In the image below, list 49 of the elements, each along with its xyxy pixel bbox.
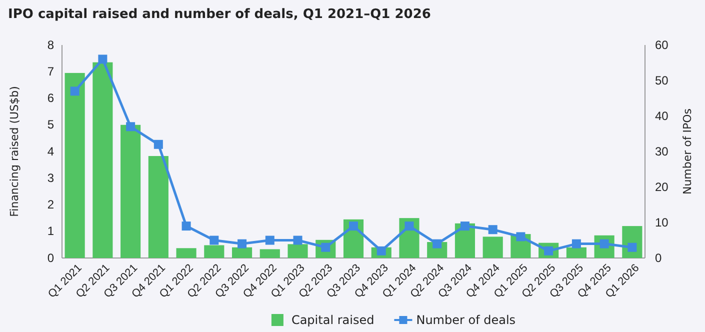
bar [64,72,85,258]
y2-tick-label: 30 [655,144,669,158]
point [238,239,247,248]
y-tick-label: 2 [47,198,54,212]
point [516,232,526,242]
legend-label: Capital raised [291,313,374,328]
y2-axis-title: Number of IPOs [681,108,694,195]
point [154,140,163,149]
y-tick-label: 1 [47,224,54,238]
point [70,86,80,96]
point [126,122,136,132]
y2-tick-label: 20 [655,180,669,194]
chart-title: IPO capital raised and number of deals, Q1 2021–Q1 2026 [8,7,431,22]
point [210,236,219,245]
bar [148,156,168,258]
y2-tick-label: 60 [655,38,669,52]
bar [482,236,503,258]
y-tick-label: 5 [47,118,54,132]
point [265,236,274,245]
y2-tick-label: 50 [655,73,669,88]
point [628,242,637,252]
point [182,222,191,231]
point [349,222,358,231]
y-tick-label: 7 [47,64,54,78]
y-tick-label: 6 [47,91,54,106]
y2-tick-label: 40 [655,108,669,123]
bar [288,244,308,258]
y-tick-label: 3 [47,170,54,185]
bar [120,124,141,258]
point [488,225,498,234]
bar [232,247,252,258]
point [98,54,108,64]
point [293,236,302,245]
point [432,239,442,248]
point [460,222,470,231]
y-tick-label: 8 [47,38,54,52]
y-axis-title: Financing raised (US$b) [8,86,21,217]
y2-tick-label: 10 [655,215,669,230]
y-tick-label: 4 [47,144,54,158]
legend-label: Number of deals [416,313,516,328]
bar [92,62,113,258]
bar [260,249,280,258]
y2-tick-label: 0 [655,250,662,265]
bar [566,247,586,258]
y-tick-label: 0 [47,250,54,265]
bar [176,248,196,258]
point [404,222,414,231]
bar [204,245,224,258]
point [572,239,581,248]
